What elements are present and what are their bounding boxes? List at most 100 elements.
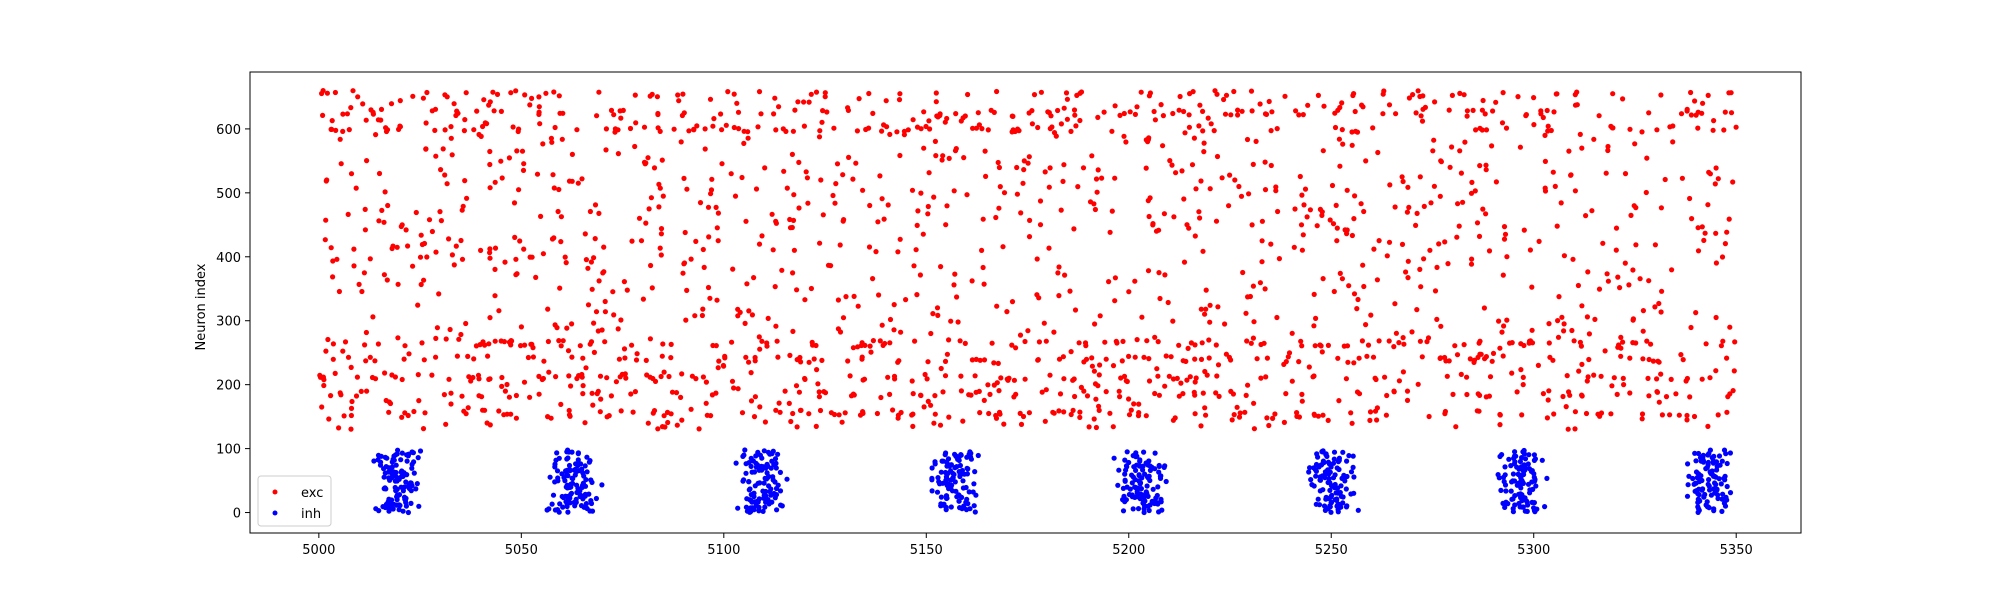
exc-spike <box>1731 368 1737 374</box>
exc-spike <box>697 200 704 206</box>
exc-spike <box>580 383 586 389</box>
exc-spike <box>1393 111 1399 117</box>
exc-spike <box>988 107 994 113</box>
exc-spike <box>1253 138 1259 144</box>
exc-spike <box>1038 89 1044 95</box>
exc-spike <box>1453 424 1459 430</box>
exc-spike <box>443 336 449 342</box>
exc-spike <box>1613 247 1619 253</box>
exc-spike <box>1025 328 1031 334</box>
inh-spike <box>1320 449 1326 455</box>
inh-spike <box>972 509 978 515</box>
exc-spike <box>1544 415 1550 421</box>
exc-spike <box>897 91 903 97</box>
exc-spike <box>1203 306 1209 312</box>
exc-spike <box>1343 376 1349 382</box>
exc-spike <box>1646 393 1652 399</box>
exc-spike <box>1236 183 1242 190</box>
exc-spike <box>1132 278 1138 284</box>
exc-spike <box>1561 253 1567 259</box>
exc-spike <box>1430 148 1436 154</box>
inh-spike <box>1692 450 1698 456</box>
exc-spike <box>1251 319 1257 325</box>
inh-spike <box>1723 451 1729 457</box>
exc-spike <box>632 143 638 150</box>
exc-spike <box>1274 126 1280 132</box>
exc-spike <box>1349 420 1355 426</box>
exc-spike <box>1519 412 1525 418</box>
exc-spike <box>492 338 498 344</box>
exc-spike <box>621 279 628 285</box>
exc-spike <box>1029 121 1035 127</box>
exc-spike <box>790 410 796 417</box>
exc-spike <box>1695 125 1701 131</box>
exc-spike <box>925 211 931 217</box>
exc-spike <box>1001 421 1007 427</box>
exc-spike <box>1087 199 1094 205</box>
exc-spike <box>1728 90 1734 96</box>
exc-spike <box>1202 311 1208 317</box>
exc-spike <box>954 294 960 300</box>
exc-spike <box>426 217 433 223</box>
exc-spike <box>569 321 575 327</box>
inh-spike <box>1142 498 1148 504</box>
inh-spike <box>383 501 389 507</box>
exc-spike <box>451 262 457 268</box>
exc-spike <box>1476 233 1483 239</box>
inh-spike <box>770 448 776 454</box>
inh-spike <box>572 472 578 478</box>
inh-spike <box>1705 481 1711 487</box>
exc-spike <box>553 374 559 380</box>
inh-spike <box>569 475 575 481</box>
y-tick-label: 200 <box>216 379 241 394</box>
exc-spike <box>1547 354 1553 360</box>
exc-spike <box>330 258 336 264</box>
exc-spike <box>655 426 661 432</box>
inh-spike <box>949 488 956 494</box>
exc-spike <box>1160 113 1166 119</box>
exc-spike <box>1627 390 1633 396</box>
exc-spike <box>1470 107 1476 113</box>
exc-spike <box>735 386 741 392</box>
exc-spike <box>1705 423 1711 429</box>
inh-spike <box>417 448 424 454</box>
exc-spike <box>328 245 334 251</box>
exc-spike <box>612 126 619 132</box>
exc-spike <box>1152 334 1158 340</box>
exc-spike <box>1200 108 1206 114</box>
inh-spike <box>764 463 770 469</box>
inh-spike <box>960 485 967 491</box>
exc-spike <box>513 256 519 262</box>
exc-spike <box>1335 355 1341 361</box>
inh-spike <box>964 496 970 502</box>
exc-spike <box>931 194 937 200</box>
exc-spike <box>996 409 1003 415</box>
exc-spike <box>1126 289 1132 295</box>
exc-spike <box>621 346 628 352</box>
exc-spike <box>539 376 545 383</box>
exc-spike <box>321 377 327 383</box>
exc-spike <box>1566 389 1572 395</box>
exc-spike <box>499 175 505 181</box>
exc-spike <box>1420 106 1426 112</box>
exc-spike <box>597 409 603 415</box>
exc-spike <box>648 195 655 201</box>
inh-spike <box>411 470 417 476</box>
exc-spike <box>1082 340 1089 346</box>
exc-spike <box>1482 111 1488 117</box>
exc-spike <box>1425 335 1432 341</box>
exc-spike <box>632 92 638 98</box>
exc-spike <box>914 222 920 228</box>
exc-spike <box>565 348 572 354</box>
exc-spike <box>1319 349 1325 355</box>
exc-spike <box>1438 355 1444 361</box>
exc-spike <box>1438 323 1444 329</box>
exc-spike <box>909 378 915 384</box>
exc-spike <box>1170 417 1176 423</box>
inh-spike <box>564 467 570 473</box>
exc-spike <box>1055 107 1061 114</box>
exc-spike <box>1454 234 1460 240</box>
exc-spike <box>510 124 516 130</box>
inh-spike <box>1329 492 1335 498</box>
exc-spike <box>487 246 493 252</box>
